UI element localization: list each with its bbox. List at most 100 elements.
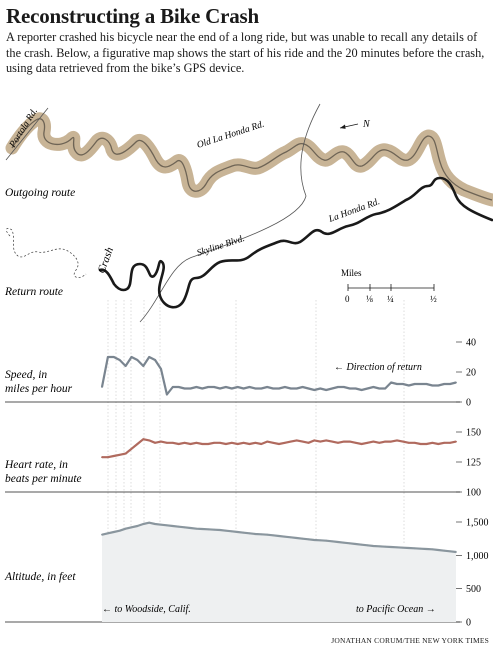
data-point (195, 386, 198, 388)
data-point (177, 443, 180, 445)
data-point (372, 545, 375, 547)
data-point (307, 441, 310, 444)
data-point (201, 387, 204, 390)
data-point (171, 386, 174, 388)
data-point (124, 452, 127, 455)
portola-road (5, 107, 49, 161)
data-point (260, 533, 263, 536)
data-point (219, 441, 221, 444)
data-point (366, 441, 369, 444)
data-point (254, 533, 257, 535)
intro-text: A reporter crashed his bicycle near the … (6, 30, 485, 75)
data-point (307, 538, 310, 541)
data-point (130, 526, 133, 529)
data-point (148, 521, 151, 524)
data-point (419, 383, 422, 385)
data-point (107, 532, 109, 535)
data-point (343, 386, 345, 388)
scale-bar: Miles 0 ⅛ ¼ ½ (341, 268, 437, 304)
data-point (295, 387, 298, 390)
skyline-road (139, 103, 321, 323)
data-point (425, 443, 428, 445)
data-point (419, 443, 422, 445)
data-point (384, 440, 387, 443)
data-point (425, 548, 428, 550)
data-point (449, 550, 451, 553)
data-point (419, 547, 422, 550)
north-label: N (362, 119, 371, 130)
data-point (107, 356, 109, 358)
y-tick-label: 40 (466, 338, 476, 349)
unrecorded-route (6, 228, 87, 278)
data-point (407, 384, 410, 387)
data-point (396, 439, 398, 442)
data-point (201, 528, 204, 530)
data-point (142, 438, 145, 441)
data-point (160, 368, 162, 370)
data-point (343, 541, 345, 544)
data-point (124, 365, 127, 367)
data-point (230, 441, 233, 444)
data-point (390, 381, 392, 384)
altitude-chart: 0 500 1,000 1,500 Altitude, in feet (4, 518, 489, 629)
data-point (112, 455, 115, 457)
data-point (272, 534, 274, 537)
data-point (148, 439, 151, 442)
return-route (98, 176, 493, 309)
y-axis-label: Altitude, in feet (4, 571, 76, 583)
data-point (307, 387, 310, 390)
data-point (348, 387, 351, 390)
data-point (354, 543, 357, 545)
data-point (248, 386, 251, 388)
scale-tick-2: ¼ (387, 294, 394, 304)
data-point (360, 389, 363, 391)
la-honda-label: La Honda Rd. (327, 197, 382, 225)
data-point (354, 441, 357, 444)
data-point (331, 387, 333, 390)
y-axis-label: Speed, in miles per hour (5, 369, 73, 395)
page-title: Reconstructing a Bike Crash (6, 4, 260, 28)
data-point (325, 539, 328, 542)
data-point (112, 356, 115, 358)
data-point (107, 456, 109, 459)
data-point (378, 387, 381, 390)
skyline-label: Skyline Blvd. (196, 234, 246, 259)
data-point (449, 441, 451, 444)
altitude-area (102, 522, 456, 622)
data-point (260, 443, 263, 445)
data-point (301, 440, 304, 443)
data-point (343, 440, 345, 443)
data-point (384, 545, 387, 548)
data-point (284, 386, 286, 388)
data-point (254, 387, 257, 390)
y-tick-label: 20 (466, 368, 476, 379)
data-point (266, 440, 269, 443)
data-point (154, 441, 157, 444)
data-point (443, 383, 446, 385)
data-point (266, 386, 269, 388)
data-point (319, 440, 322, 443)
data-point (166, 441, 168, 444)
data-point (443, 549, 446, 552)
data-point (230, 387, 233, 390)
data-point (201, 443, 204, 445)
data-point (207, 443, 210, 445)
data-point (254, 441, 257, 444)
data-point (278, 443, 280, 445)
data-point (390, 440, 392, 443)
data-point (118, 453, 121, 456)
data-point (313, 439, 316, 442)
data-point (455, 551, 457, 553)
data-point (289, 387, 292, 390)
data-point (378, 441, 381, 444)
data-point (225, 529, 227, 532)
data-point (207, 386, 210, 388)
data-point (443, 441, 446, 444)
data-point (431, 384, 434, 387)
data-point (248, 532, 251, 535)
data-point (154, 359, 157, 361)
data-point (425, 383, 428, 385)
data-point (236, 443, 239, 445)
y-tick-label: 0 (466, 618, 471, 629)
